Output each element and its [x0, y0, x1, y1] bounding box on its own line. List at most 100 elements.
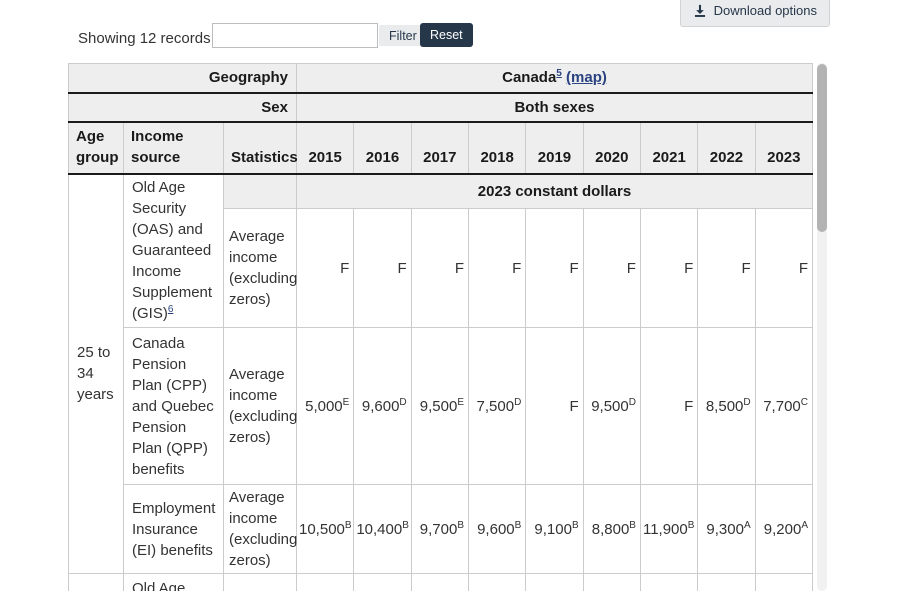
value-quality-flag: E	[457, 396, 464, 408]
value-cell: 7,500D	[467, 327, 527, 485]
vertical-scrollbar[interactable]	[817, 63, 827, 591]
value-cell: F	[295, 208, 355, 328]
value-cell	[697, 573, 756, 591]
income-source-column-header: Income source	[123, 121, 224, 175]
value-cell: 9,700B	[410, 484, 469, 574]
geography-row: Geography Canada5 (map)	[68, 63, 813, 94]
value-quality-flag: B	[571, 519, 579, 531]
sex-value: Both sexes	[296, 92, 813, 123]
statistics-empty-cell	[223, 173, 297, 209]
value-quality-flag: B	[402, 519, 409, 531]
income-source-text: Old Age Security (OAS) and Guaranteed In…	[132, 179, 213, 323]
value-quality-flag: B	[344, 519, 352, 531]
income-source-cell: Old Age Security (OAS) and Guaranteed In…	[123, 173, 224, 328]
year-column-header: 2023	[754, 121, 814, 175]
vertical-scrollbar-thumb[interactable]	[817, 64, 827, 232]
value-cell: F	[467, 208, 527, 328]
value-quality-flag: B	[514, 519, 522, 531]
value-quality-flag: C	[800, 396, 808, 408]
year-column-header: 2020	[582, 121, 641, 175]
value-cell	[467, 573, 527, 591]
table-row: Canada Pension Plan (CPP) and Quebec Pen…	[69, 327, 814, 485]
value-cell: F	[697, 208, 756, 328]
year-column-header: 2018	[467, 121, 527, 175]
value-cell: 9,600D	[353, 327, 412, 485]
value-quality-flag: D	[628, 396, 636, 408]
value-quality-flag: D	[399, 396, 407, 408]
filter-button[interactable]: Filter	[379, 25, 427, 46]
value-cell: 5,000E	[295, 327, 355, 485]
value-cell: F	[582, 208, 641, 328]
value-cell: F	[525, 327, 584, 485]
geography-value-text: Canada	[502, 69, 557, 87]
sex-row: Sex Both sexes	[68, 92, 813, 123]
value-cell: 7,700C	[754, 327, 814, 485]
value-quality-flag: A	[801, 519, 808, 531]
value-cell	[410, 573, 469, 591]
value-cell: F	[639, 208, 699, 328]
income-source-cell: Employment Insurance (EI) benefits	[123, 484, 224, 574]
year-column-header: 2022	[697, 121, 756, 175]
statistic-cell	[223, 573, 297, 591]
value-cell	[639, 573, 699, 591]
statcan-data-table: Geography Canada5 (map) Sex Both sexes A…	[68, 63, 814, 591]
value-cell	[525, 573, 584, 591]
age-group-cell	[68, 573, 124, 591]
value-quality-flag: D	[743, 396, 751, 408]
value-cell: 9,500E	[410, 327, 469, 485]
value-cell: F	[410, 208, 469, 328]
data-table-container: Geography Canada5 (map) Sex Both sexes A…	[68, 63, 814, 591]
value-cell: 9,500D	[582, 327, 641, 485]
geography-label: Geography	[68, 63, 297, 94]
value-quality-flag: B	[457, 519, 464, 531]
records-count-text: Showing 12 records	[78, 30, 211, 47]
value-quality-flag: B	[629, 519, 636, 531]
column-header-row: Age group Income source Statistics 2015 2…	[68, 121, 814, 175]
income-source-cell: Canada Pension Plan (CPP) and Quebec Pen…	[123, 327, 224, 485]
filter-input[interactable]	[212, 23, 378, 48]
value-cell: 10,500B	[295, 484, 355, 574]
value-quality-flag: A	[743, 519, 751, 531]
reset-button[interactable]: Reset	[420, 23, 473, 47]
geography-footnote-link[interactable]: 5	[556, 68, 562, 80]
map-link[interactable]: (map)	[566, 69, 607, 87]
geography-value: Canada5 (map)	[296, 63, 813, 94]
units-label-cell: 2023 constant dollars	[296, 173, 813, 209]
value-cell: 9,100B	[525, 484, 584, 574]
value-cell: F	[525, 208, 584, 328]
value-cell: F	[353, 208, 412, 328]
statistic-cell: Average income (excluding zeros)	[223, 327, 297, 485]
value-cell: 9,600B	[467, 484, 527, 574]
value-cell	[295, 573, 355, 591]
year-column-header: 2019	[525, 121, 584, 175]
statistic-cell: Average income (excluding zeros)	[223, 484, 297, 574]
value-cell	[754, 573, 814, 591]
value-cell: 9,200A	[754, 484, 814, 574]
age-group-cell: 25 to 34 years	[68, 173, 124, 574]
table-row-partial: Old Age	[68, 573, 814, 591]
units-row: 25 to 34 years Old Age Security (OAS) an…	[68, 173, 813, 574]
value-cell	[353, 573, 412, 591]
download-options-button[interactable]: Download options	[679, 0, 830, 27]
download-icon	[693, 4, 707, 18]
value-cell	[582, 573, 641, 591]
statistic-cell: Average income (excluding zeros)	[223, 208, 297, 328]
age-group-column-header: Age group	[68, 121, 124, 175]
value-quality-flag: D	[514, 396, 522, 408]
year-column-header: 2017	[410, 121, 469, 175]
value-cell: 11,900B	[639, 484, 699, 574]
year-column-header: 2016	[353, 121, 412, 175]
statistics-column-header: Statistics	[223, 121, 298, 175]
value-cell: F	[639, 327, 699, 485]
income-source-footnote-link[interactable]: 6	[167, 304, 174, 316]
value-cell: 9,300A	[697, 484, 756, 574]
year-column-header: 2015	[295, 121, 355, 175]
value-cell: 8,500D	[697, 327, 756, 485]
income-source-cell: Old Age	[123, 573, 224, 591]
value-cell: F	[754, 208, 814, 328]
download-label: Download options	[713, 3, 817, 18]
value-quality-flag: B	[687, 519, 695, 531]
year-column-header: 2021	[639, 121, 699, 175]
sex-label: Sex	[68, 92, 297, 123]
